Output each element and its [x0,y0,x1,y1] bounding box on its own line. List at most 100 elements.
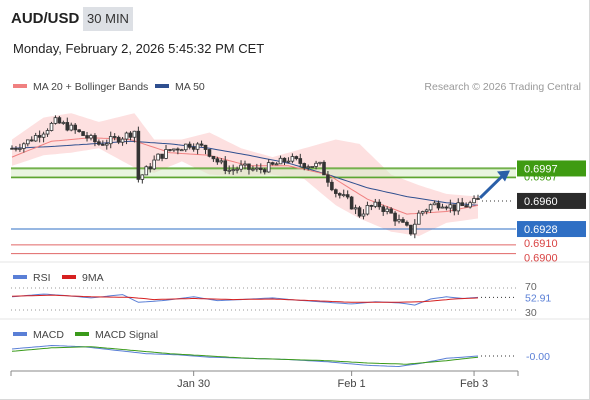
candle-body-down [136,130,141,180]
candle-body-down [377,201,382,208]
candle [152,155,156,171]
candle-body-up [227,169,232,172]
candle [211,155,216,162]
candle-body-down [14,147,18,150]
candle [128,131,133,141]
candle-body-up [22,143,26,149]
candle-body-down [326,174,330,183]
candle [349,195,354,210]
candle [472,195,476,204]
candle [290,153,295,164]
candle-body-down [357,207,362,217]
candle-body-up [278,157,283,165]
candle [132,130,137,143]
candle-body-up [306,166,310,169]
candle-body-up [448,204,453,209]
candle-body-down [77,129,81,132]
candle-body-down [334,189,338,194]
price-label: 0.6960 [517,192,586,209]
candle-body-down [168,149,172,151]
candle-body-up [53,117,58,124]
candle-body-down [187,143,192,148]
candle-body-down [176,148,180,151]
candle [53,115,58,125]
candle-body-up [416,212,421,225]
candle [330,179,334,192]
candle [199,140,204,147]
candle-body-down [223,160,228,172]
candle-body-up [89,135,93,139]
candle [409,224,413,236]
candle-body-down [85,135,89,139]
candle-body-down [460,202,465,206]
candle-body-down [128,132,133,138]
candle-body-up [183,143,188,151]
candle-body-up [104,143,109,146]
macd-signal-legend-label: MACD Signal [95,329,158,341]
candle-body-down [81,131,85,136]
candle [93,133,97,147]
candle-body-up [172,148,176,151]
candle-body-down [444,206,449,209]
candle-body-down [282,157,287,162]
candle [243,160,247,170]
macd-panel: MACD MACD Signal -0.00 [11,329,550,368]
price-label: 0.6910 [524,238,558,250]
candle [136,126,141,183]
candle-body-up [156,153,160,161]
candle [14,146,18,152]
candle-body-up [251,168,255,171]
rsi-last-value: 52.91 [525,292,551,304]
price-label-text: 0.6910 [524,238,558,250]
price-label: 0.6900 [524,253,558,265]
candle-body-down [381,206,386,212]
candle-body-down [215,158,220,163]
candle-body-up [18,148,22,150]
candle [235,166,239,174]
candle [120,137,125,146]
price-label-text: 0.6900 [524,253,558,265]
candle [255,163,259,172]
candle-body-up [235,168,239,171]
candle-body-up [243,163,247,166]
candle [18,143,22,152]
price-label: 0.6987 [524,171,558,183]
candle [448,199,453,213]
candle-body-up [365,205,370,215]
candle-body-down [65,122,70,131]
candle-body-down [148,166,153,170]
candle [397,214,401,224]
price-levels [11,167,516,255]
candle [444,205,449,211]
rsi-legend-label: RSI [33,272,51,284]
candle [57,115,62,124]
x-tick-label: Feb 1 [338,378,366,390]
candle-body-up [239,164,243,170]
ma9-legend-swatch [62,275,76,279]
candle-body-up [274,163,279,166]
candle [77,129,81,133]
candle [176,147,180,155]
candle [322,160,326,176]
candle [286,157,291,164]
candle [116,135,121,145]
ma20-legend-swatch [13,84,27,88]
candle-body-down [247,163,251,170]
candle-body-up [290,156,295,162]
candle [282,157,287,166]
candle [294,155,299,161]
candle [85,131,89,142]
candle [274,162,279,166]
timeframe-button[interactable]: 30 MIN [83,7,133,31]
candle [361,209,366,220]
candle-body-up [472,198,476,204]
candle-body-up [219,160,224,163]
candle-body-up [361,213,366,217]
candle-body-down [203,144,208,150]
candle [65,117,70,132]
candle-body-down [345,194,350,198]
candle [61,120,66,125]
candle-body-up [286,160,291,163]
